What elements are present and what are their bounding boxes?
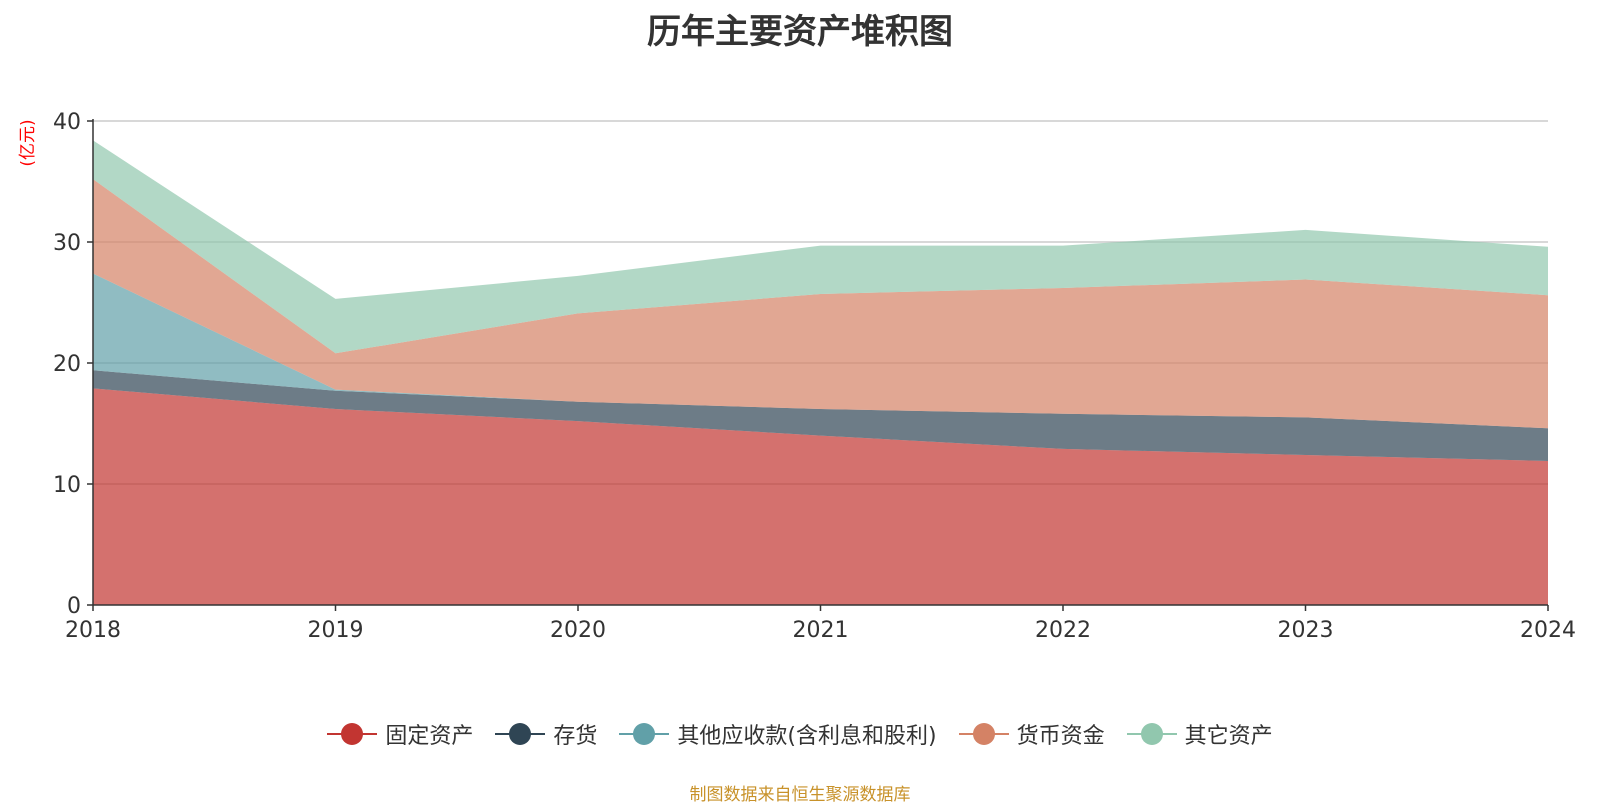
x-tick-label-2023: 2023 xyxy=(1278,618,1334,643)
legend: 固定资产 存货 其他应收款(含利息和股利) 货币资金 其它资产 xyxy=(0,718,1600,750)
y-tick-label-0: 0 xyxy=(67,594,81,619)
area-series-0[interactable] xyxy=(93,388,1548,605)
source-note: 制图数据来自恒生聚源数据库 xyxy=(689,785,911,805)
y-tick-label-10: 10 xyxy=(53,473,81,498)
x-tick-label-2024: 2024 xyxy=(1520,618,1576,643)
x-tick-label-2019: 2019 xyxy=(308,618,364,643)
legend-item-4[interactable]: 其它资产 xyxy=(1126,718,1273,750)
legend-label: 存货 xyxy=(553,724,598,749)
legend-marker-icon xyxy=(619,722,670,746)
area-series-4[interactable] xyxy=(93,140,1548,354)
legend-item-1[interactable]: 存货 xyxy=(495,718,597,750)
x-tick-label-2020: 2020 xyxy=(550,618,606,643)
x-tick-label-2022: 2022 xyxy=(1035,618,1091,643)
y-tick-label-20: 20 xyxy=(53,352,81,377)
chart-title: 历年主要资产堆积图 xyxy=(647,12,953,52)
area-series-3[interactable] xyxy=(93,179,1548,429)
area-series-1[interactable] xyxy=(93,370,1548,461)
legend-marker-icon xyxy=(958,722,1009,746)
legend-item-2[interactable]: 其他应收款(含利息和股利) xyxy=(619,718,937,750)
legend-label: 固定资产 xyxy=(385,724,474,749)
y-tick-label-40: 40 xyxy=(53,110,81,135)
legend-marker-icon xyxy=(495,722,546,746)
legend-item-0[interactable]: 固定资产 xyxy=(327,718,473,750)
axes: 0 10 20 30 40 2018 2019 2020 2021 2022 2023 2024 xyxy=(53,110,1576,643)
legend-marker-icon xyxy=(327,722,378,746)
y-axis-label: (亿元) xyxy=(18,119,38,166)
legend-label: 其它资产 xyxy=(1184,724,1273,749)
x-tick-label-2021: 2021 xyxy=(793,618,849,643)
legend-marker-icon xyxy=(1126,722,1177,746)
legend-item-3[interactable]: 货币资金 xyxy=(958,718,1105,750)
y-tick-label-30: 30 xyxy=(53,231,81,256)
legend-label: 其他应收款(含利息和股利) xyxy=(677,724,937,749)
legend-label: 货币资金 xyxy=(1016,724,1105,749)
area-series xyxy=(93,140,1548,605)
x-tick-label-2018: 2018 xyxy=(65,618,121,643)
